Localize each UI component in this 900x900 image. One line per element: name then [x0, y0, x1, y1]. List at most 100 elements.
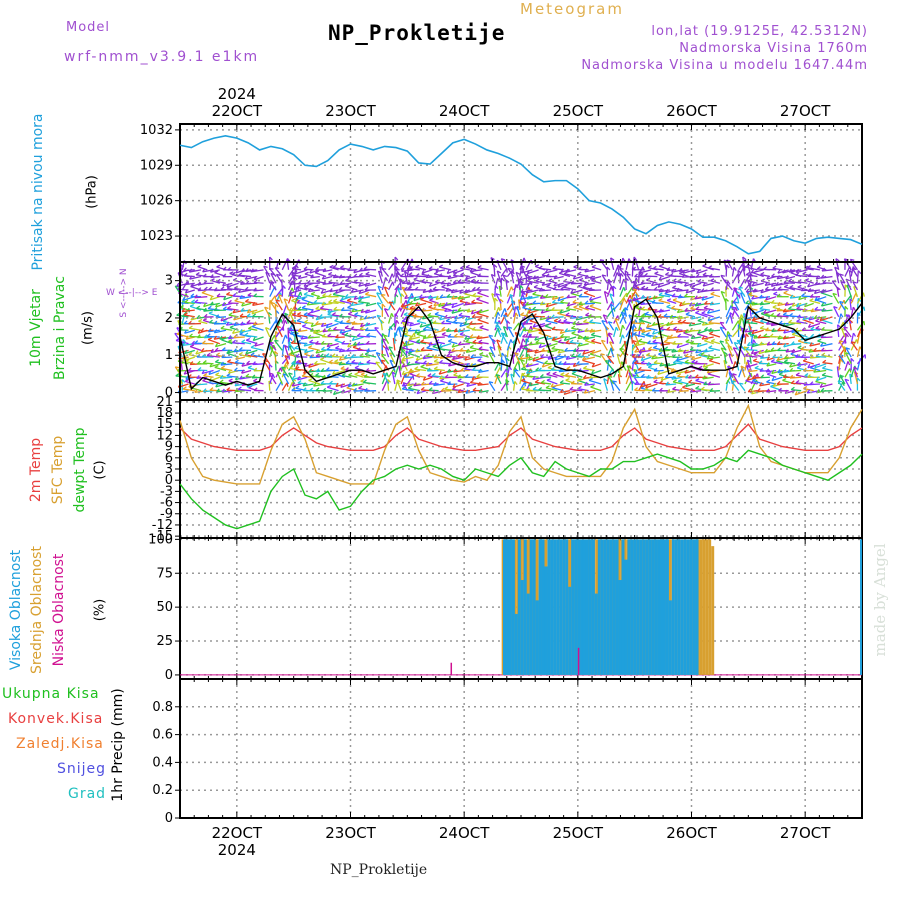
wind-barb [408, 387, 420, 392]
wind-barb-flag [429, 298, 434, 301]
wind-barb-flag [552, 265, 557, 270]
wind-barb [331, 355, 345, 358]
wind-barb-flag [383, 372, 388, 376]
wind-barb-flag [571, 331, 576, 334]
wind-barb-flag [284, 344, 289, 349]
wind-barb [253, 281, 264, 284]
wind-barb [528, 329, 539, 334]
wind-barb [565, 374, 577, 378]
high-cloud-bar [639, 539, 643, 675]
wind-barb [822, 374, 833, 378]
wind-barb-flag [576, 361, 580, 365]
year-label-top: 2024 [218, 85, 256, 103]
wind-barb-flag [315, 320, 319, 325]
wind-barb [248, 328, 258, 331]
wind-barb [521, 269, 533, 274]
wind-barb-flag [645, 383, 649, 389]
wind-barb [253, 336, 264, 342]
wind-barb-flag [559, 379, 564, 384]
wind-barb [589, 300, 602, 305]
wind-barb-flag [222, 282, 226, 287]
wind-barb-flag [521, 378, 526, 382]
wind-barb-flag [390, 313, 394, 318]
wind-barb-flag [183, 272, 188, 277]
wind-barb-flag [719, 340, 724, 343]
wind-barb-flag [447, 381, 451, 385]
wind-barb [667, 390, 677, 394]
wind-barb-flag [472, 387, 477, 391]
wind-barb-flag [322, 268, 326, 273]
wind-barb-flag [497, 327, 501, 332]
wind-barb [638, 349, 652, 353]
wind-barb-flag [269, 341, 274, 344]
mid-cloud-bar [708, 539, 712, 675]
wind-barb-flag [415, 273, 420, 277]
wind-barb-flag [246, 313, 251, 317]
wind-barb-flag [612, 380, 617, 383]
wind-barb [458, 296, 470, 300]
wind-barb [557, 312, 571, 318]
wind-barb [697, 333, 708, 338]
wind-barb-flag [644, 286, 649, 291]
wind-barb-flag [666, 304, 671, 308]
wind-barb [292, 314, 302, 318]
wind-barb-flag [221, 388, 225, 393]
wind-barb-flag [351, 320, 356, 325]
wind-barb-flag [322, 280, 326, 285]
wind-barb [376, 315, 383, 324]
wind-barb-flag [589, 275, 594, 280]
wind-barb [263, 265, 271, 277]
wind-barb [565, 269, 577, 273]
wind-barb [439, 343, 452, 348]
wind-barb [616, 265, 621, 277]
wind-barb [297, 302, 308, 305]
wind-barb-flag [566, 294, 570, 299]
wind-barb [673, 362, 683, 365]
wind-barb-flag [610, 257, 615, 261]
wind-barb-flag [659, 362, 663, 367]
wind-barb-flag [425, 362, 430, 367]
wind-barb [479, 326, 489, 331]
wind-barb-flag [626, 273, 631, 276]
wind-barb [540, 302, 552, 306]
wind-barb-flag [578, 304, 584, 308]
wind-barb-flag [344, 325, 349, 329]
wind-barb-flag [525, 387, 530, 392]
wind-barb [447, 369, 458, 373]
wind-barb [607, 376, 615, 385]
wind-barb [519, 266, 523, 277]
wind-barb-flag [327, 311, 332, 315]
wind-barb-flag [591, 363, 595, 368]
wind-barb-flag [621, 334, 625, 339]
wind-barb [420, 298, 433, 305]
wind-barb-flag [216, 293, 221, 297]
wind-barb [567, 302, 577, 307]
wind-barb [394, 307, 401, 318]
x-tick-label-top: 24OCT [439, 102, 490, 120]
wind-barb-flag [710, 338, 715, 342]
wind-barb-flag [610, 303, 615, 308]
wind-barb-flag [360, 378, 365, 382]
wind-barb [522, 322, 533, 325]
wind-barb-flag [495, 373, 501, 377]
wind-barb [233, 322, 245, 327]
wind-barb [644, 275, 658, 278]
wind-barb [528, 356, 539, 361]
wind-barb [520, 314, 533, 318]
wind-barb [653, 268, 664, 271]
wind-barb-flag [344, 283, 350, 287]
wind-barb [245, 349, 258, 355]
wind-barb-flag [389, 301, 394, 304]
wind-barb [637, 271, 640, 284]
wind-barb-flag [405, 300, 408, 305]
wind-barb [350, 328, 364, 331]
wind-barb-flag [590, 332, 596, 336]
wind-barb [365, 369, 377, 372]
wind-barb-flag [652, 339, 657, 343]
wind-barb [545, 296, 558, 298]
wind-barb-flag [338, 313, 343, 318]
wind-barb-flag [552, 286, 557, 290]
wind-barb-flag [488, 352, 494, 355]
wind-barb [399, 346, 408, 358]
high-cloud-bar [523, 539, 527, 675]
